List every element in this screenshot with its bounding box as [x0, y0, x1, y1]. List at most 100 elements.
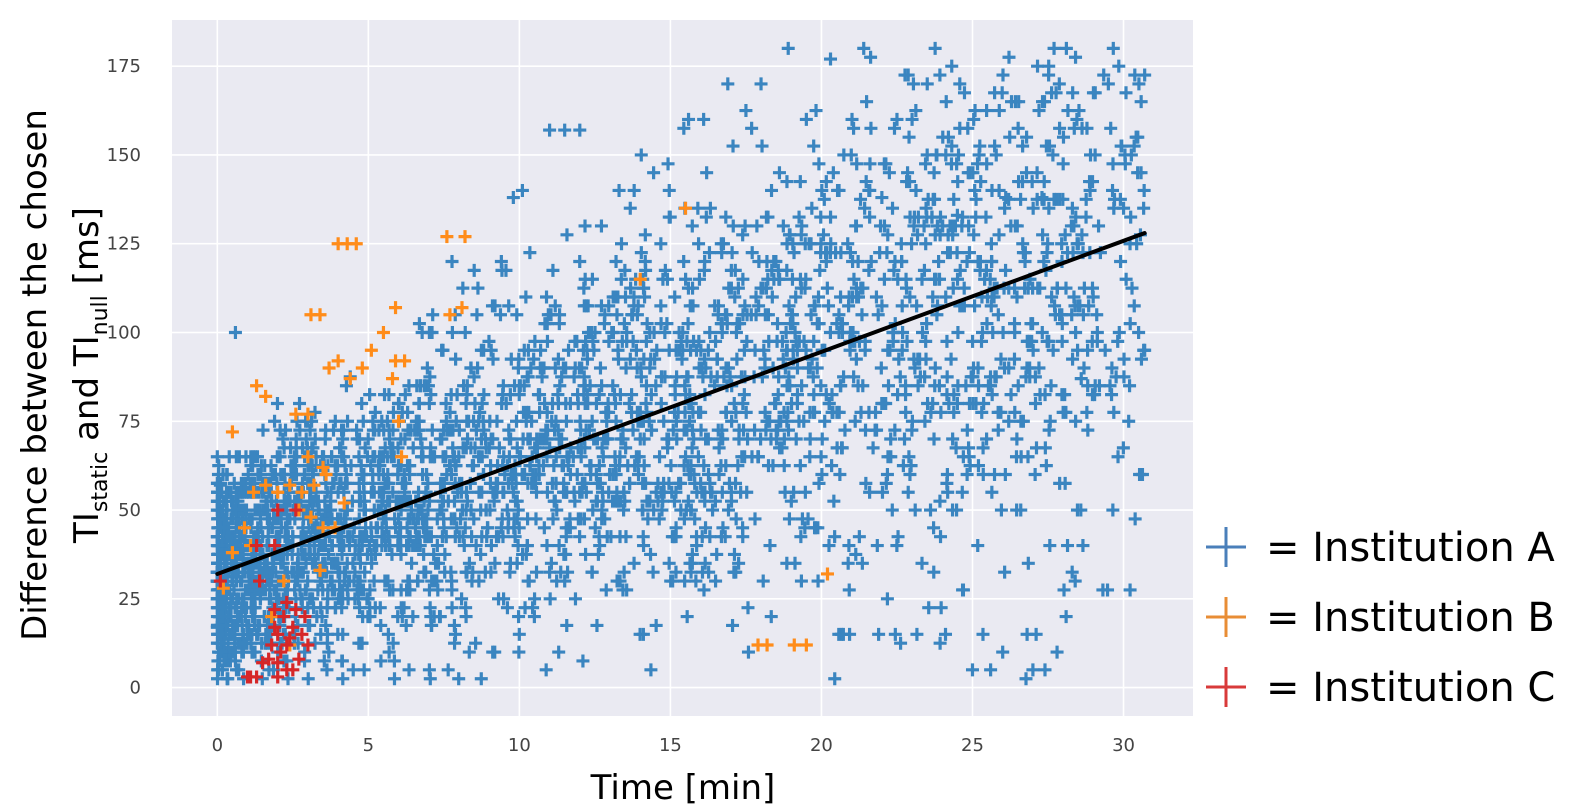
data-point	[836, 627, 850, 641]
data-point	[331, 565, 345, 579]
data-point	[916, 325, 930, 339]
data-point	[994, 503, 1008, 517]
data-point	[1076, 539, 1090, 553]
data-point	[1032, 361, 1046, 375]
data-point	[721, 503, 735, 517]
data-point	[262, 521, 276, 535]
data-point	[530, 565, 544, 579]
data-point	[658, 370, 672, 384]
data-point	[301, 638, 315, 652]
data-point	[1053, 121, 1067, 135]
data-point	[568, 494, 582, 508]
data-point	[815, 183, 829, 197]
data-point	[1114, 139, 1128, 153]
data-point	[679, 201, 693, 215]
data-point	[310, 610, 324, 624]
data-point	[363, 610, 377, 624]
data-point	[585, 414, 599, 428]
data-point	[780, 237, 794, 251]
data-point	[976, 468, 990, 482]
data-point	[559, 397, 573, 411]
data-point	[825, 459, 839, 473]
data-point	[922, 601, 936, 615]
data-point	[900, 334, 914, 348]
data-point	[306, 592, 320, 606]
data-point	[638, 228, 652, 242]
data-point	[1098, 343, 1112, 357]
data-point	[570, 468, 584, 482]
data-point	[657, 485, 671, 499]
data-point	[533, 388, 547, 402]
data-point	[724, 494, 738, 508]
data-point	[486, 352, 500, 366]
data-point	[815, 468, 829, 482]
data-point	[822, 539, 836, 553]
data-point	[1002, 414, 1016, 428]
data-point	[881, 228, 895, 242]
data-point	[764, 610, 778, 624]
data-point	[529, 512, 543, 526]
data-point	[939, 95, 953, 109]
data-point	[907, 210, 921, 224]
data-point	[875, 299, 889, 313]
data-point	[228, 645, 242, 659]
data-point	[803, 361, 817, 375]
data-point	[289, 468, 303, 482]
data-point	[375, 485, 389, 499]
data-point	[852, 530, 866, 544]
data-point	[918, 370, 932, 384]
data-point	[335, 450, 349, 464]
data-point	[537, 521, 551, 535]
data-point	[213, 574, 227, 588]
data-point	[888, 627, 902, 641]
data-point	[479, 503, 493, 517]
data-point	[692, 272, 706, 286]
data-point	[256, 656, 270, 670]
data-point	[819, 388, 833, 402]
data-point	[446, 423, 460, 437]
data-point	[991, 423, 1005, 437]
data-point	[539, 663, 553, 677]
data-point	[634, 246, 648, 260]
data-point	[921, 397, 935, 411]
data-point	[668, 379, 682, 393]
data-point	[807, 388, 821, 402]
data-point	[495, 512, 509, 526]
data-point	[1074, 503, 1088, 517]
data-point	[737, 423, 751, 437]
data-point	[812, 476, 826, 490]
data-point	[974, 175, 988, 189]
data-point	[215, 503, 229, 517]
data-point	[939, 290, 953, 304]
data-point	[440, 468, 454, 482]
data-point	[270, 397, 284, 411]
data-point	[405, 556, 419, 570]
data-point	[237, 521, 251, 535]
data-point	[381, 627, 395, 641]
data-point	[877, 157, 891, 171]
data-point	[428, 450, 442, 464]
data-point	[264, 494, 278, 508]
data-point	[289, 407, 303, 421]
data-point	[777, 459, 791, 473]
data-point	[307, 539, 321, 553]
data-point	[879, 476, 893, 490]
data-point	[741, 645, 755, 659]
data-point	[728, 263, 742, 277]
data-point	[352, 547, 366, 561]
data-point	[1008, 405, 1022, 419]
data-point	[748, 512, 762, 526]
data-point	[265, 638, 279, 652]
data-point	[799, 112, 813, 126]
data-point	[955, 485, 969, 499]
data-point	[681, 494, 695, 508]
data-point	[843, 246, 857, 260]
data-point	[787, 638, 801, 652]
data-point	[460, 494, 474, 508]
data-point	[685, 547, 699, 561]
data-point	[953, 121, 967, 135]
data-point	[911, 352, 925, 366]
data-point	[758, 308, 772, 322]
data-point	[464, 503, 478, 517]
data-point	[1067, 290, 1081, 304]
